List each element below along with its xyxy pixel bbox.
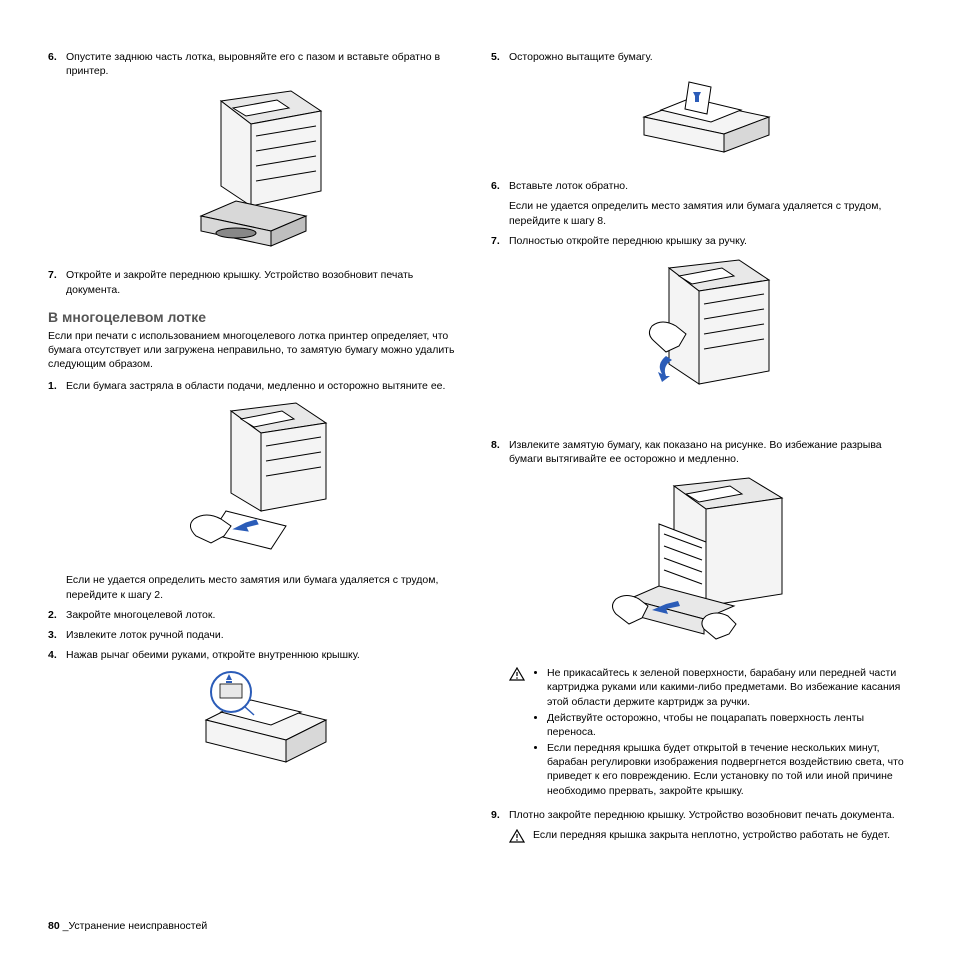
- illustration-printer-tray-insert: [48, 86, 463, 256]
- warning-icon: [509, 829, 525, 847]
- step-number: 7.: [48, 268, 66, 296]
- step-number: 3.: [48, 628, 66, 642]
- left-step-6: 6. Опустите заднюю часть лотка, выровняй…: [48, 50, 463, 78]
- step-number: 8.: [491, 438, 509, 466]
- section-intro: Если при печати с использованием многоце…: [48, 329, 463, 372]
- step-text: Извлеките лоток ручной подачи.: [66, 628, 463, 642]
- illustration-remove-jam-open: [491, 474, 906, 654]
- step-text: Осторожно вытащите бумагу.: [509, 50, 906, 64]
- illustration-tray-lever: [48, 670, 463, 785]
- caution-body: Не прикасайтесь к зеленой поверхности, б…: [533, 666, 906, 800]
- left-step-1: 1. Если бумага застряла в области подачи…: [48, 379, 463, 393]
- right-column: 5. Осторожно вытащите бумагу. 6. Вставь: [491, 50, 906, 855]
- page-number: 80: [48, 920, 60, 932]
- page-container: 6. Опустите заднюю часть лотка, выровняй…: [0, 0, 954, 875]
- step-number: 6.: [48, 50, 66, 78]
- right-step-6: 6. Вставьте лоток обратно.: [491, 179, 906, 193]
- left-step-7: 7. Откройте и закройте переднюю крышку. …: [48, 268, 463, 296]
- right-sub-6: Если не удается определить место замятия…: [509, 199, 906, 227]
- step-number: 9.: [491, 808, 509, 822]
- left-sub-1: Если не удается определить место замятия…: [66, 573, 463, 601]
- step-text: Откройте и закройте переднюю крышку. Уст…: [66, 268, 463, 296]
- right-step-5: 5. Осторожно вытащите бумагу.: [491, 50, 906, 64]
- caution-text: Если передняя крышка закрыта неплотно, у…: [533, 828, 906, 847]
- step-number: 1.: [48, 379, 66, 393]
- right-step-9: 9. Плотно закройте переднюю крышку. Устр…: [491, 808, 906, 822]
- step-text: Закройте многоцелевой лоток.: [66, 608, 463, 622]
- step-number: 4.: [48, 648, 66, 662]
- caution-block-2: Если передняя крышка закрыта неплотно, у…: [509, 828, 906, 847]
- illustration-hand-pull-paper: [48, 401, 463, 561]
- section-heading: В многоцелевом лотке: [48, 309, 463, 325]
- page-footer: 80 _Устранение неисправностей: [48, 920, 207, 932]
- left-step-2: 2. Закройте многоцелевой лоток.: [48, 608, 463, 622]
- caution-list: Не прикасайтесь к зеленой поверхности, б…: [533, 666, 906, 798]
- caution-item: Если передняя крышка будет открытой в те…: [547, 741, 906, 798]
- footer-section: Устранение неисправностей: [68, 920, 207, 932]
- illustration-open-front-cover: [491, 256, 906, 426]
- caution-item: Действуйте осторожно, чтобы не поцарапат…: [547, 711, 906, 739]
- step-text: Если бумага застряла в области подачи, м…: [66, 379, 463, 393]
- right-step-8: 8. Извлеките замятую бумагу, как показан…: [491, 438, 906, 466]
- right-step-7: 7. Полностью откройте переднюю крышку за…: [491, 234, 906, 248]
- left-step-3: 3. Извлеките лоток ручной подачи.: [48, 628, 463, 642]
- step-text: Вставьте лоток обратно.: [509, 179, 906, 193]
- step-text: Полностью откройте переднюю крышку за ру…: [509, 234, 906, 248]
- step-text: Нажав рычаг обеими руками, откройте внут…: [66, 648, 463, 662]
- caution-item: Не прикасайтесь к зеленой поверхности, б…: [547, 666, 906, 709]
- step-number: 5.: [491, 50, 509, 64]
- step-text: Извлеките замятую бумагу, как показано н…: [509, 438, 906, 466]
- caution-block-1: Не прикасайтесь к зеленой поверхности, б…: [509, 666, 906, 800]
- step-text: Плотно закройте переднюю крышку. Устройс…: [509, 808, 906, 822]
- left-column: 6. Опустите заднюю часть лотка, выровняй…: [48, 50, 463, 855]
- left-step-4: 4. Нажав рычаг обеими руками, откройте в…: [48, 648, 463, 662]
- step-number: 7.: [491, 234, 509, 248]
- warning-icon: [509, 667, 525, 800]
- step-text: Опустите заднюю часть лотка, выровняйте …: [66, 50, 463, 78]
- step-number: 2.: [48, 608, 66, 622]
- illustration-pull-paper-tray: [491, 72, 906, 167]
- step-number: 6.: [491, 179, 509, 193]
